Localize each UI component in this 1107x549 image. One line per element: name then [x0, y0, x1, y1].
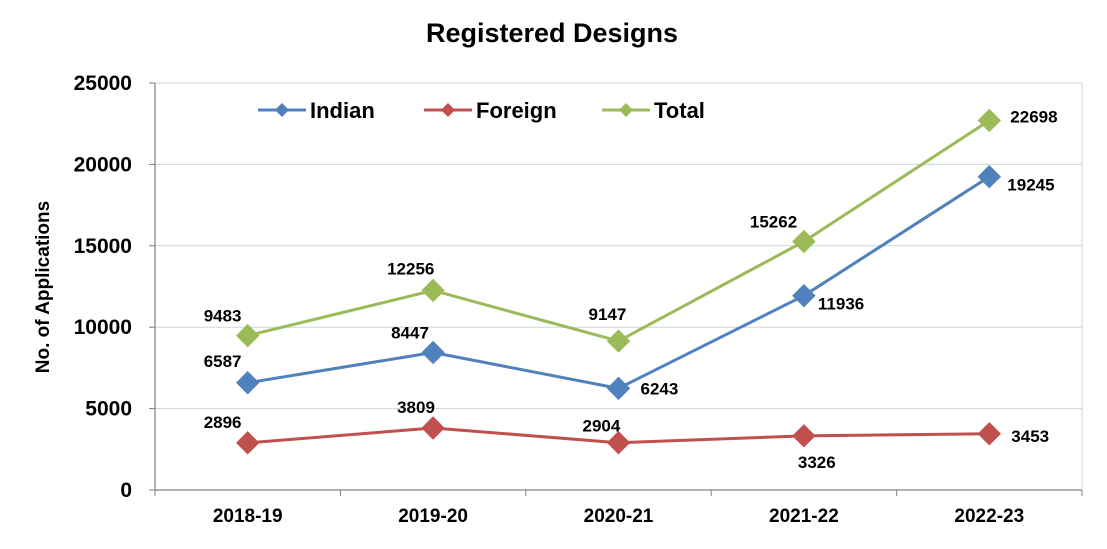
data-label-indian: 6243	[641, 379, 679, 398]
x-tick-label: 2022-23	[954, 506, 1024, 527]
data-point-total	[235, 323, 260, 348]
y-tick-label: 5000	[85, 398, 132, 421]
legend-label-foreign: Foreign	[476, 98, 557, 123]
data-point-total	[421, 278, 445, 303]
data-label-total: 9483	[204, 307, 242, 326]
data-label-indian: 6587	[204, 352, 242, 371]
legend-marker-indian	[275, 103, 289, 117]
y-tick-label: 25000	[74, 72, 132, 95]
data-point-indian	[606, 376, 631, 401]
data-point-total	[606, 329, 631, 353]
y-tick-label: 0	[120, 479, 132, 502]
data-point-foreign	[977, 422, 1002, 446]
data-point-total	[977, 108, 1002, 133]
gridlines	[155, 82, 1083, 490]
data-label-indian: 8447	[391, 323, 429, 342]
legend-label-indian: Indian	[310, 98, 375, 123]
legend-marker-total	[619, 103, 633, 117]
data-label-foreign: 2904	[583, 417, 621, 436]
data-label-total: 9147	[589, 305, 627, 324]
y-tick-label: 10000	[74, 316, 132, 339]
x-tick-label: 2021-22	[769, 506, 839, 527]
series-foreign: 2896 3809 2904 3326 3453	[204, 398, 1049, 472]
data-label-foreign: 3326	[798, 453, 836, 472]
data-label-total: 12256	[387, 259, 434, 278]
series-total: 9483 12256 9147 15262 22698	[204, 107, 1058, 353]
legend-item-total: Total	[602, 98, 705, 123]
data-point-indian	[421, 340, 445, 365]
series-group: 6587 8447 6243 11936 19245 2896 3809 2904 3326 34…	[204, 107, 1058, 471]
data-label-foreign: 2896	[204, 413, 242, 432]
y-tick-label: 20000	[74, 153, 132, 176]
y-tick-label: 15000	[74, 235, 132, 258]
data-point-foreign	[606, 431, 631, 455]
y-axis-ticks: 0 5000 10000 15000 20000 25000	[74, 72, 132, 502]
x-tick-label: 2018-19	[213, 506, 283, 527]
legend-label-total: Total	[654, 98, 705, 123]
data-point-total	[792, 229, 816, 254]
legend-marker-foreign	[441, 103, 455, 117]
data-label-indian: 19245	[1007, 176, 1054, 195]
data-point-foreign	[792, 424, 816, 448]
data-point-foreign	[421, 416, 445, 440]
x-axis-ticks: 2018-19 2019-20 2020-21 2021-22 2022-23	[213, 506, 1024, 527]
y-axis-label: No. of Applications	[33, 201, 54, 373]
data-point-indian	[235, 371, 260, 395]
data-label-foreign: 3453	[1011, 427, 1049, 446]
data-point-indian	[792, 283, 816, 308]
legend: Indian Foreign Total	[258, 98, 705, 123]
series-indian: 6587 8447 6243 11936 19245	[204, 164, 1055, 401]
legend-item-foreign: Foreign	[424, 98, 557, 123]
data-point-indian	[977, 164, 1002, 189]
chart-title: Registered Designs	[426, 18, 678, 48]
legend-item-indian: Indian	[258, 98, 375, 123]
data-label-indian: 11936	[818, 295, 864, 314]
x-tick-label: 2019-20	[398, 506, 468, 527]
data-point-foreign	[235, 431, 260, 455]
x-tick-label: 2020-21	[584, 506, 654, 527]
data-label-total: 15262	[750, 213, 797, 232]
axes	[149, 82, 1083, 496]
data-label-total: 22698	[1010, 107, 1057, 126]
data-label-foreign: 3809	[397, 398, 435, 417]
